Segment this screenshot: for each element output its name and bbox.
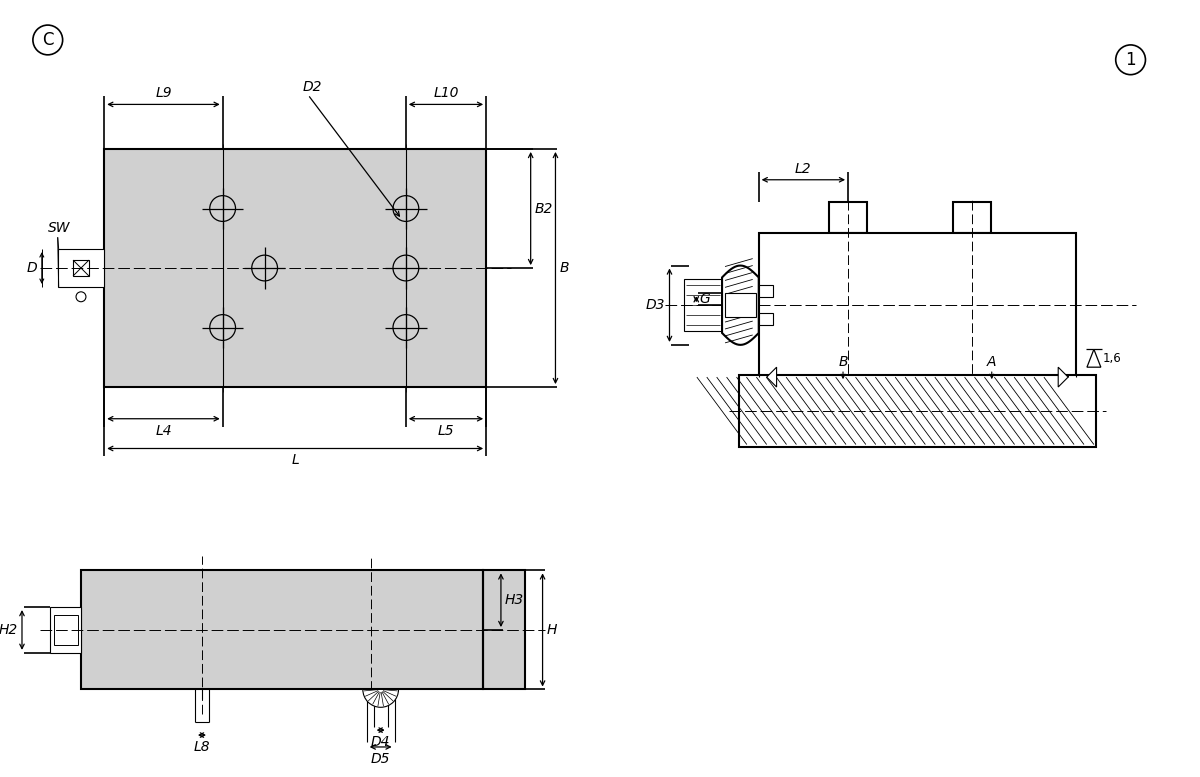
Bar [953,201,991,233]
Text: D: D [26,261,37,275]
Bar [49,607,82,653]
Bar [54,615,78,645]
Bar [82,570,484,689]
Polygon shape [1058,368,1068,387]
Bar [684,280,722,331]
Text: G: G [700,292,710,306]
Bar [758,285,773,298]
Text: D5: D5 [371,752,390,766]
Bar [104,149,486,387]
Circle shape [1116,45,1146,75]
Text: B2: B2 [535,201,553,215]
Wedge shape [362,689,398,707]
Polygon shape [767,368,776,387]
Text: A: A [988,355,996,369]
Polygon shape [722,266,758,345]
Text: 1: 1 [1126,51,1136,69]
Text: H3: H3 [505,593,524,607]
Text: L4: L4 [155,423,172,437]
Bar [484,570,524,689]
Text: L: L [292,454,299,468]
Text: D2: D2 [302,81,323,95]
Text: B: B [559,261,569,275]
Bar [758,313,773,325]
Bar [73,260,89,276]
Text: SW: SW [48,221,71,235]
Bar [58,249,104,287]
Text: D3: D3 [646,298,666,312]
Text: D4: D4 [371,735,390,749]
Text: L5: L5 [438,423,455,437]
Bar [739,375,1096,447]
Polygon shape [725,293,756,317]
Text: 1,6: 1,6 [1103,352,1122,364]
Text: H2: H2 [0,623,18,637]
Polygon shape [1087,350,1100,368]
Bar [758,233,1076,377]
Text: H: H [546,623,557,637]
Text: C: C [42,31,54,49]
Text: L10: L10 [433,86,458,100]
Text: L9: L9 [155,86,172,100]
Circle shape [32,25,62,55]
Text: L8: L8 [193,740,210,754]
Text: L2: L2 [796,162,811,176]
Bar [829,201,866,233]
Text: B: B [839,355,847,369]
